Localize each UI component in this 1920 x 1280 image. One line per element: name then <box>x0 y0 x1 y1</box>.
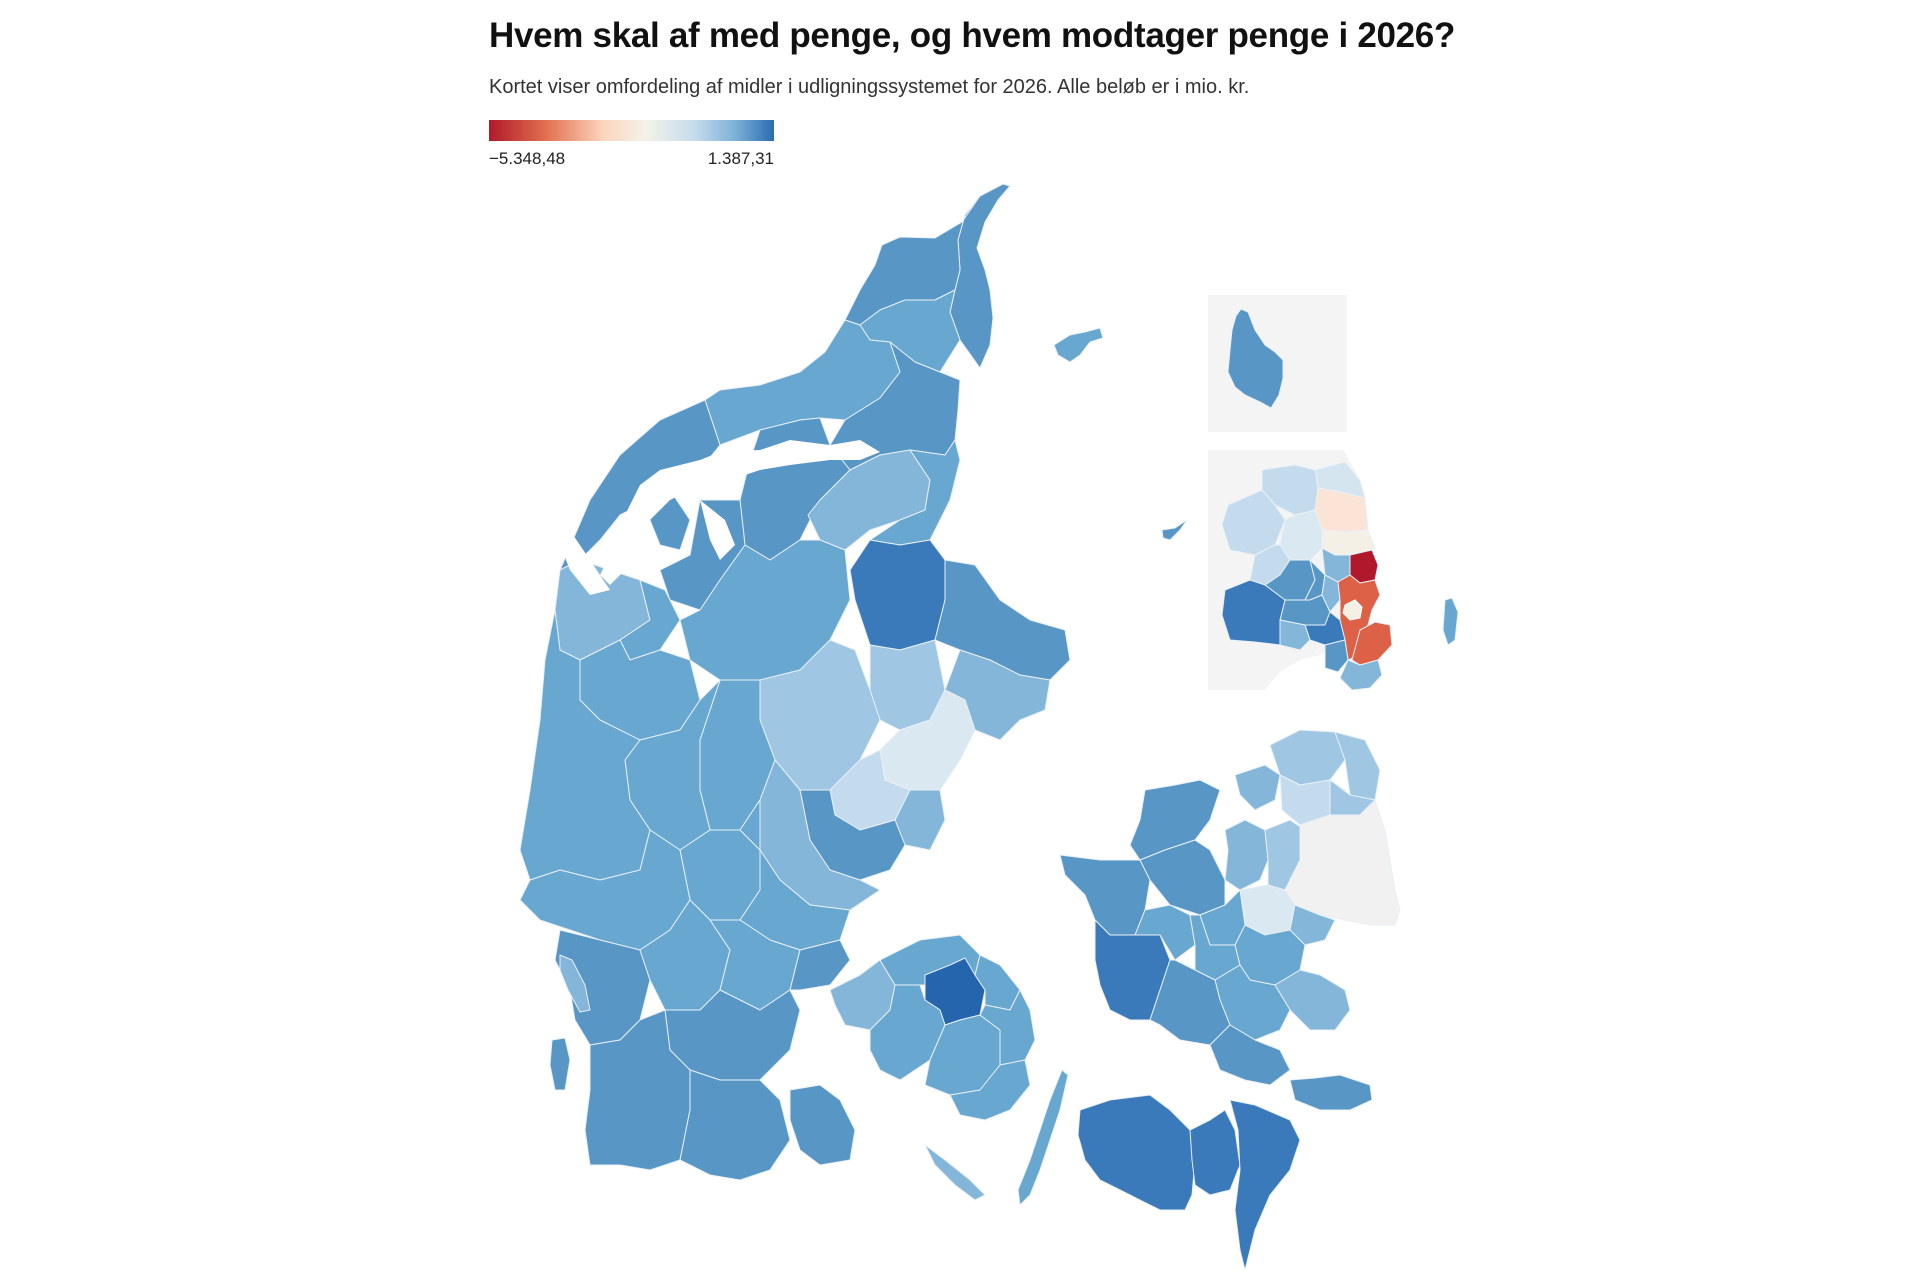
municipality-roemoe[interactable] <box>549 1037 571 1091</box>
municipality-soenderborg[interactable] <box>789 1084 856 1166</box>
municipality-vordingborg[interactable] <box>1209 1024 1291 1086</box>
chart-subtitle: Kortet viser omfordeling af midler i udl… <box>489 76 1250 98</box>
region-central-jutland <box>519 539 1071 951</box>
municipality-taarnby[interactable] <box>1351 621 1393 666</box>
municipality-guldborgsund[interactable] <box>1229 1099 1301 1271</box>
municipality-aeroe[interactable] <box>924 1144 986 1201</box>
municipality-fanoe[interactable] <box>559 954 591 1013</box>
municipality-roedovre[interactable] <box>1321 574 1341 613</box>
municipality-stevns[interactable] <box>1274 969 1351 1031</box>
municipality-viborg[interactable] <box>679 539 851 681</box>
municipality-laesoe[interactable] <box>1053 327 1104 363</box>
municipality-bornholm[interactable] <box>1227 308 1284 409</box>
municipality-brondby[interactable] <box>1279 594 1331 626</box>
island-anholt[interactable] <box>1161 519 1188 541</box>
municipality-aabenraa[interactable] <box>679 1069 791 1181</box>
municipality-holbaek[interactable] <box>1139 839 1226 916</box>
municipality-lolland[interactable] <box>1077 1094 1196 1211</box>
municipality-naestved[interactable] <box>1149 959 1231 1046</box>
municipality-hvidovre[interactable] <box>1324 639 1349 673</box>
region-zealand <box>1059 729 1401 1111</box>
region-lolland-falster <box>1077 1094 1301 1271</box>
color-legend: −5.348,48 1.387,31 <box>489 120 774 169</box>
legend-max-label: 1.387,31 <box>707 149 774 168</box>
municipality-nyborg[interactable] <box>979 989 1036 1066</box>
municipality-dragoer[interactable] <box>1339 659 1383 691</box>
municipality-vallensbaek[interactable] <box>1304 611 1346 646</box>
municipality-saltholm[interactable] <box>1442 597 1459 646</box>
municipality-kalundborg[interactable] <box>1059 854 1151 936</box>
chart-title: Hvem skal af med penge, og hvem modtager… <box>489 16 1456 55</box>
legend-gradient-bar <box>489 120 774 141</box>
municipality-langeland[interactable] <box>1017 1069 1069 1206</box>
region-south-jutland <box>549 899 856 1181</box>
municipality-moen[interactable] <box>1289 1074 1373 1111</box>
municipality-randers[interactable] <box>849 539 946 651</box>
municipality-greve[interactable] <box>1221 579 1286 646</box>
inset-bornholm <box>1208 295 1347 432</box>
municipality-rebild[interactable] <box>807 449 931 551</box>
legend-min-label: −5.348,48 <box>489 149 566 168</box>
municipality-frederiksberg[interactable] <box>1342 599 1363 621</box>
municipality-halsnaes[interactable] <box>1234 764 1281 811</box>
municipality-svendborg[interactable] <box>949 1059 1031 1121</box>
inset-copenhagen <box>1208 450 1459 691</box>
municipality-guldborgsund-west[interactable] <box>1189 1109 1241 1196</box>
municipality-frederikssund[interactable] <box>1224 819 1269 891</box>
municipality-assens[interactable] <box>869 984 946 1081</box>
limfjord-water <box>560 440 880 595</box>
region-funen <box>829 934 1069 1206</box>
